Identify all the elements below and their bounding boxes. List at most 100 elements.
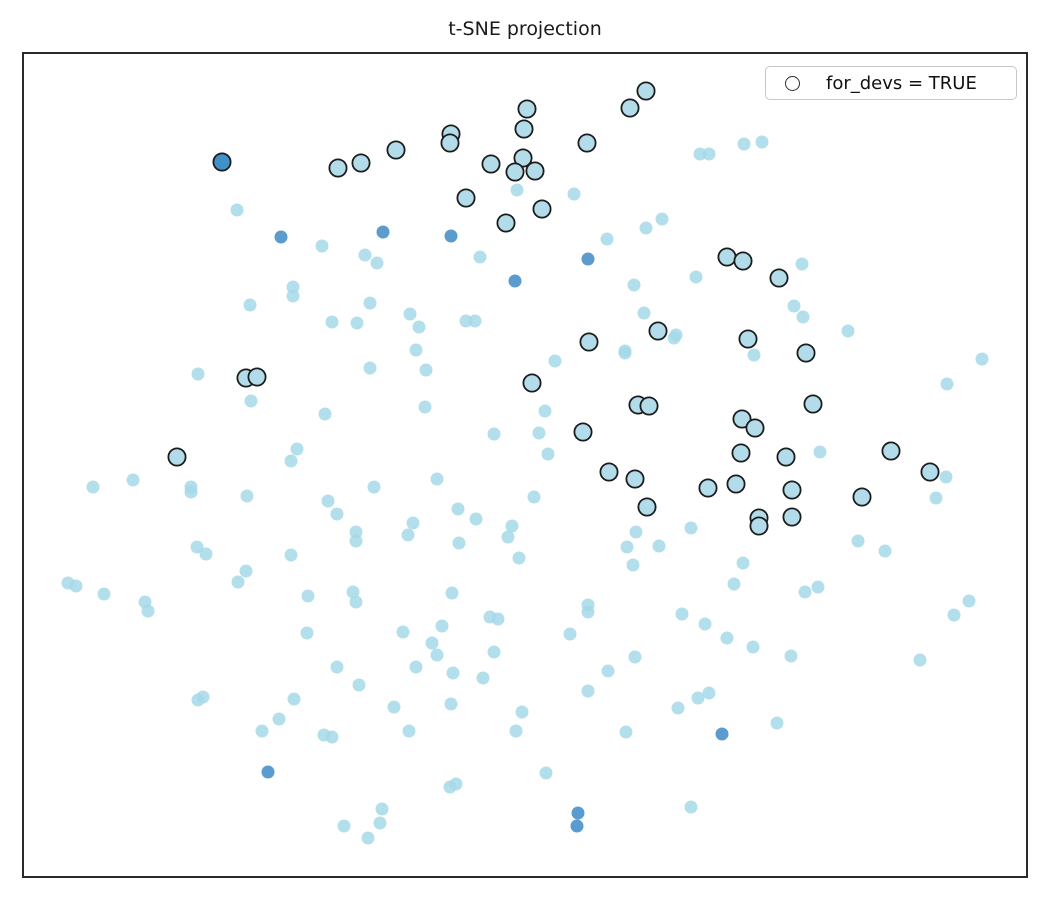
scatter-point bbox=[637, 497, 657, 517]
scatter-point bbox=[525, 161, 545, 181]
scatter-point bbox=[449, 777, 463, 791]
scatter-point bbox=[286, 280, 300, 294]
scatter-point bbox=[469, 512, 483, 526]
scatter-point bbox=[667, 331, 681, 345]
scatter-point bbox=[300, 626, 314, 640]
scatter-point bbox=[240, 489, 254, 503]
scatter-point bbox=[444, 697, 458, 711]
scatter-point bbox=[573, 422, 593, 442]
scatter-point bbox=[446, 666, 460, 680]
scatter-point bbox=[196, 690, 210, 704]
scatter-point bbox=[541, 447, 555, 461]
scatter-point bbox=[769, 268, 789, 288]
scatter-point bbox=[738, 329, 758, 349]
scatter-point bbox=[570, 819, 584, 833]
scatter-point bbox=[508, 274, 522, 288]
scatter-point bbox=[141, 604, 155, 618]
scatter-point bbox=[328, 158, 348, 178]
scatter-point bbox=[717, 247, 737, 267]
scatter-point bbox=[548, 354, 562, 368]
scatter-point bbox=[726, 474, 746, 494]
scatter-point bbox=[325, 315, 339, 329]
scatter-point bbox=[376, 225, 390, 239]
scatter-point bbox=[243, 298, 257, 312]
scatter-point bbox=[406, 516, 420, 530]
scatter-point bbox=[567, 187, 581, 201]
scatter-point bbox=[813, 445, 827, 459]
scatter-point bbox=[851, 534, 865, 548]
scatter-point bbox=[69, 579, 83, 593]
scatter-point bbox=[468, 314, 482, 328]
scatter-point bbox=[239, 564, 253, 578]
scatter-point bbox=[473, 250, 487, 264]
scatter-point bbox=[513, 148, 533, 168]
scatter-point bbox=[782, 480, 802, 500]
scatter-point bbox=[878, 544, 892, 558]
scatter-point bbox=[230, 203, 244, 217]
scatter-point bbox=[581, 684, 595, 698]
scatter-point bbox=[396, 625, 410, 639]
scatter-point bbox=[939, 470, 953, 484]
scatter-point bbox=[403, 307, 417, 321]
scatter-point bbox=[247, 367, 267, 387]
legend-open-circle-icon bbox=[785, 75, 800, 91]
scatter-point bbox=[733, 251, 753, 271]
scatter-point bbox=[430, 648, 444, 662]
scatter-point bbox=[452, 536, 466, 550]
scatter-point bbox=[440, 133, 460, 153]
scatter-point bbox=[367, 480, 381, 494]
scatter-point bbox=[515, 705, 529, 719]
scatter-point bbox=[190, 540, 204, 554]
scatter-point bbox=[517, 99, 537, 119]
scatter-point bbox=[639, 221, 653, 235]
scatter-point bbox=[402, 724, 416, 738]
scatter-point bbox=[444, 229, 458, 243]
scatter-point bbox=[346, 585, 360, 599]
scatter-point bbox=[126, 473, 140, 487]
scatter-point bbox=[620, 98, 640, 118]
scatter-point bbox=[451, 502, 465, 516]
scatter-point bbox=[325, 730, 339, 744]
scatter-point bbox=[715, 727, 729, 741]
scatter-point bbox=[745, 418, 765, 438]
scatter-point bbox=[795, 257, 809, 271]
scatter-point bbox=[803, 394, 823, 414]
scatter-point bbox=[571, 806, 585, 820]
scatter-point bbox=[620, 540, 634, 554]
scatter-point bbox=[86, 480, 100, 494]
scatter-point bbox=[737, 137, 751, 151]
scatter-point bbox=[375, 802, 389, 816]
scatter-point bbox=[527, 490, 541, 504]
scatter-point bbox=[702, 686, 716, 700]
scatter-point bbox=[370, 256, 384, 270]
scatter-point bbox=[476, 671, 490, 685]
scatter-point bbox=[581, 605, 595, 619]
scatter-point bbox=[330, 660, 344, 674]
scatter-point bbox=[212, 152, 232, 172]
scatter-point bbox=[330, 507, 344, 521]
scatter-point bbox=[731, 443, 751, 463]
scatter-point bbox=[652, 539, 666, 553]
scatter-point bbox=[286, 289, 300, 303]
scatter-point bbox=[684, 800, 698, 814]
scatter-point bbox=[626, 558, 640, 572]
legend-label: for_devs = TRUE bbox=[826, 72, 977, 94]
scatter-point bbox=[191, 367, 205, 381]
scatter-point bbox=[532, 199, 552, 219]
scatter-point bbox=[514, 119, 534, 139]
scatter-point bbox=[231, 575, 245, 589]
scatter-point bbox=[852, 487, 872, 507]
scatter-point bbox=[599, 462, 619, 482]
scatter-point bbox=[618, 344, 632, 358]
scatter-point bbox=[418, 400, 432, 414]
plot-title: t-SNE projection bbox=[448, 18, 602, 40]
scatter-point bbox=[727, 577, 741, 591]
scatter-point bbox=[684, 521, 698, 535]
scatter-point bbox=[487, 645, 501, 659]
scatter-point bbox=[318, 407, 332, 421]
legend: for_devs = TRUE bbox=[765, 66, 1017, 100]
scatter-point bbox=[290, 442, 304, 456]
scatter-point bbox=[577, 133, 597, 153]
scatter-point bbox=[401, 528, 415, 542]
scatter-point bbox=[689, 270, 703, 284]
